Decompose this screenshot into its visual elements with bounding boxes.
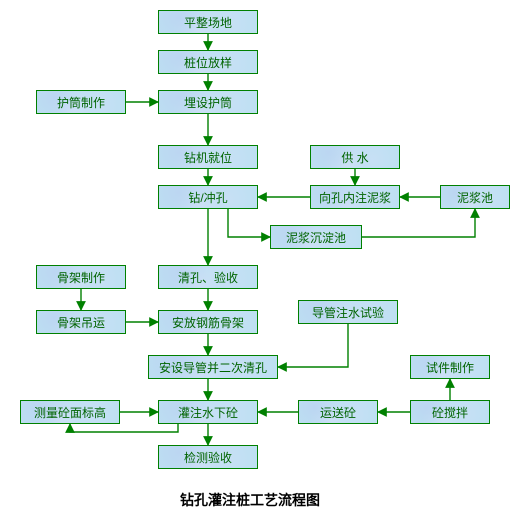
diagram-canvas: 平整场地桩位放样埋设护筒护筒制作钻机就位钻/冲孔供 水向孔内注泥浆泥浆池泥浆沉淀… xyxy=(0,0,521,512)
edges-layer xyxy=(0,0,521,512)
edge-n18-n17 xyxy=(70,424,178,432)
diagram-title: 钻孔灌注桩工艺流程图 xyxy=(150,490,350,510)
edge-n15-n16 xyxy=(278,324,348,367)
edge-n10-n9 xyxy=(362,209,475,237)
edge-n6-n10 xyxy=(228,209,270,237)
